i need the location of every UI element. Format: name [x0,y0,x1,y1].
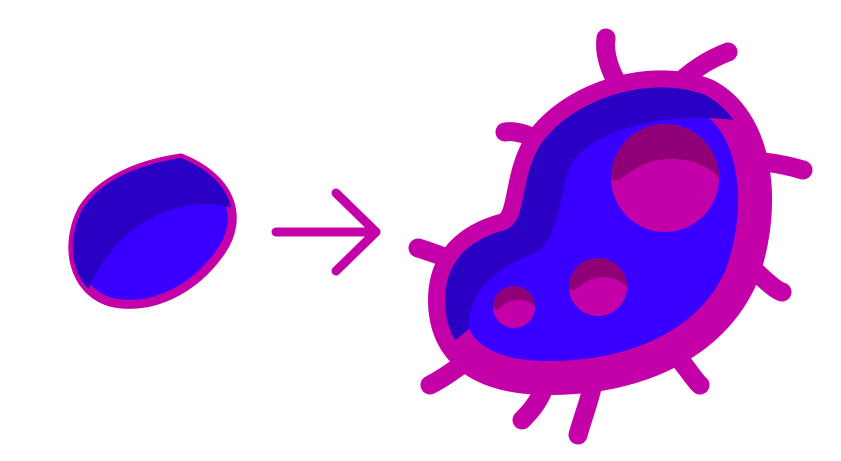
flagellum [670,350,710,395]
arrow-right-icon [271,188,381,276]
bacterium-vacuole-medium [569,258,627,316]
arrow-head [331,188,381,276]
flagellum [568,378,602,445]
spore-shadow [72,158,233,300]
bacterium-vacuole-small [493,286,535,328]
bacterium-icon [408,28,813,445]
bacterium-vacuole-large [611,124,719,232]
spore-icon [68,153,237,309]
